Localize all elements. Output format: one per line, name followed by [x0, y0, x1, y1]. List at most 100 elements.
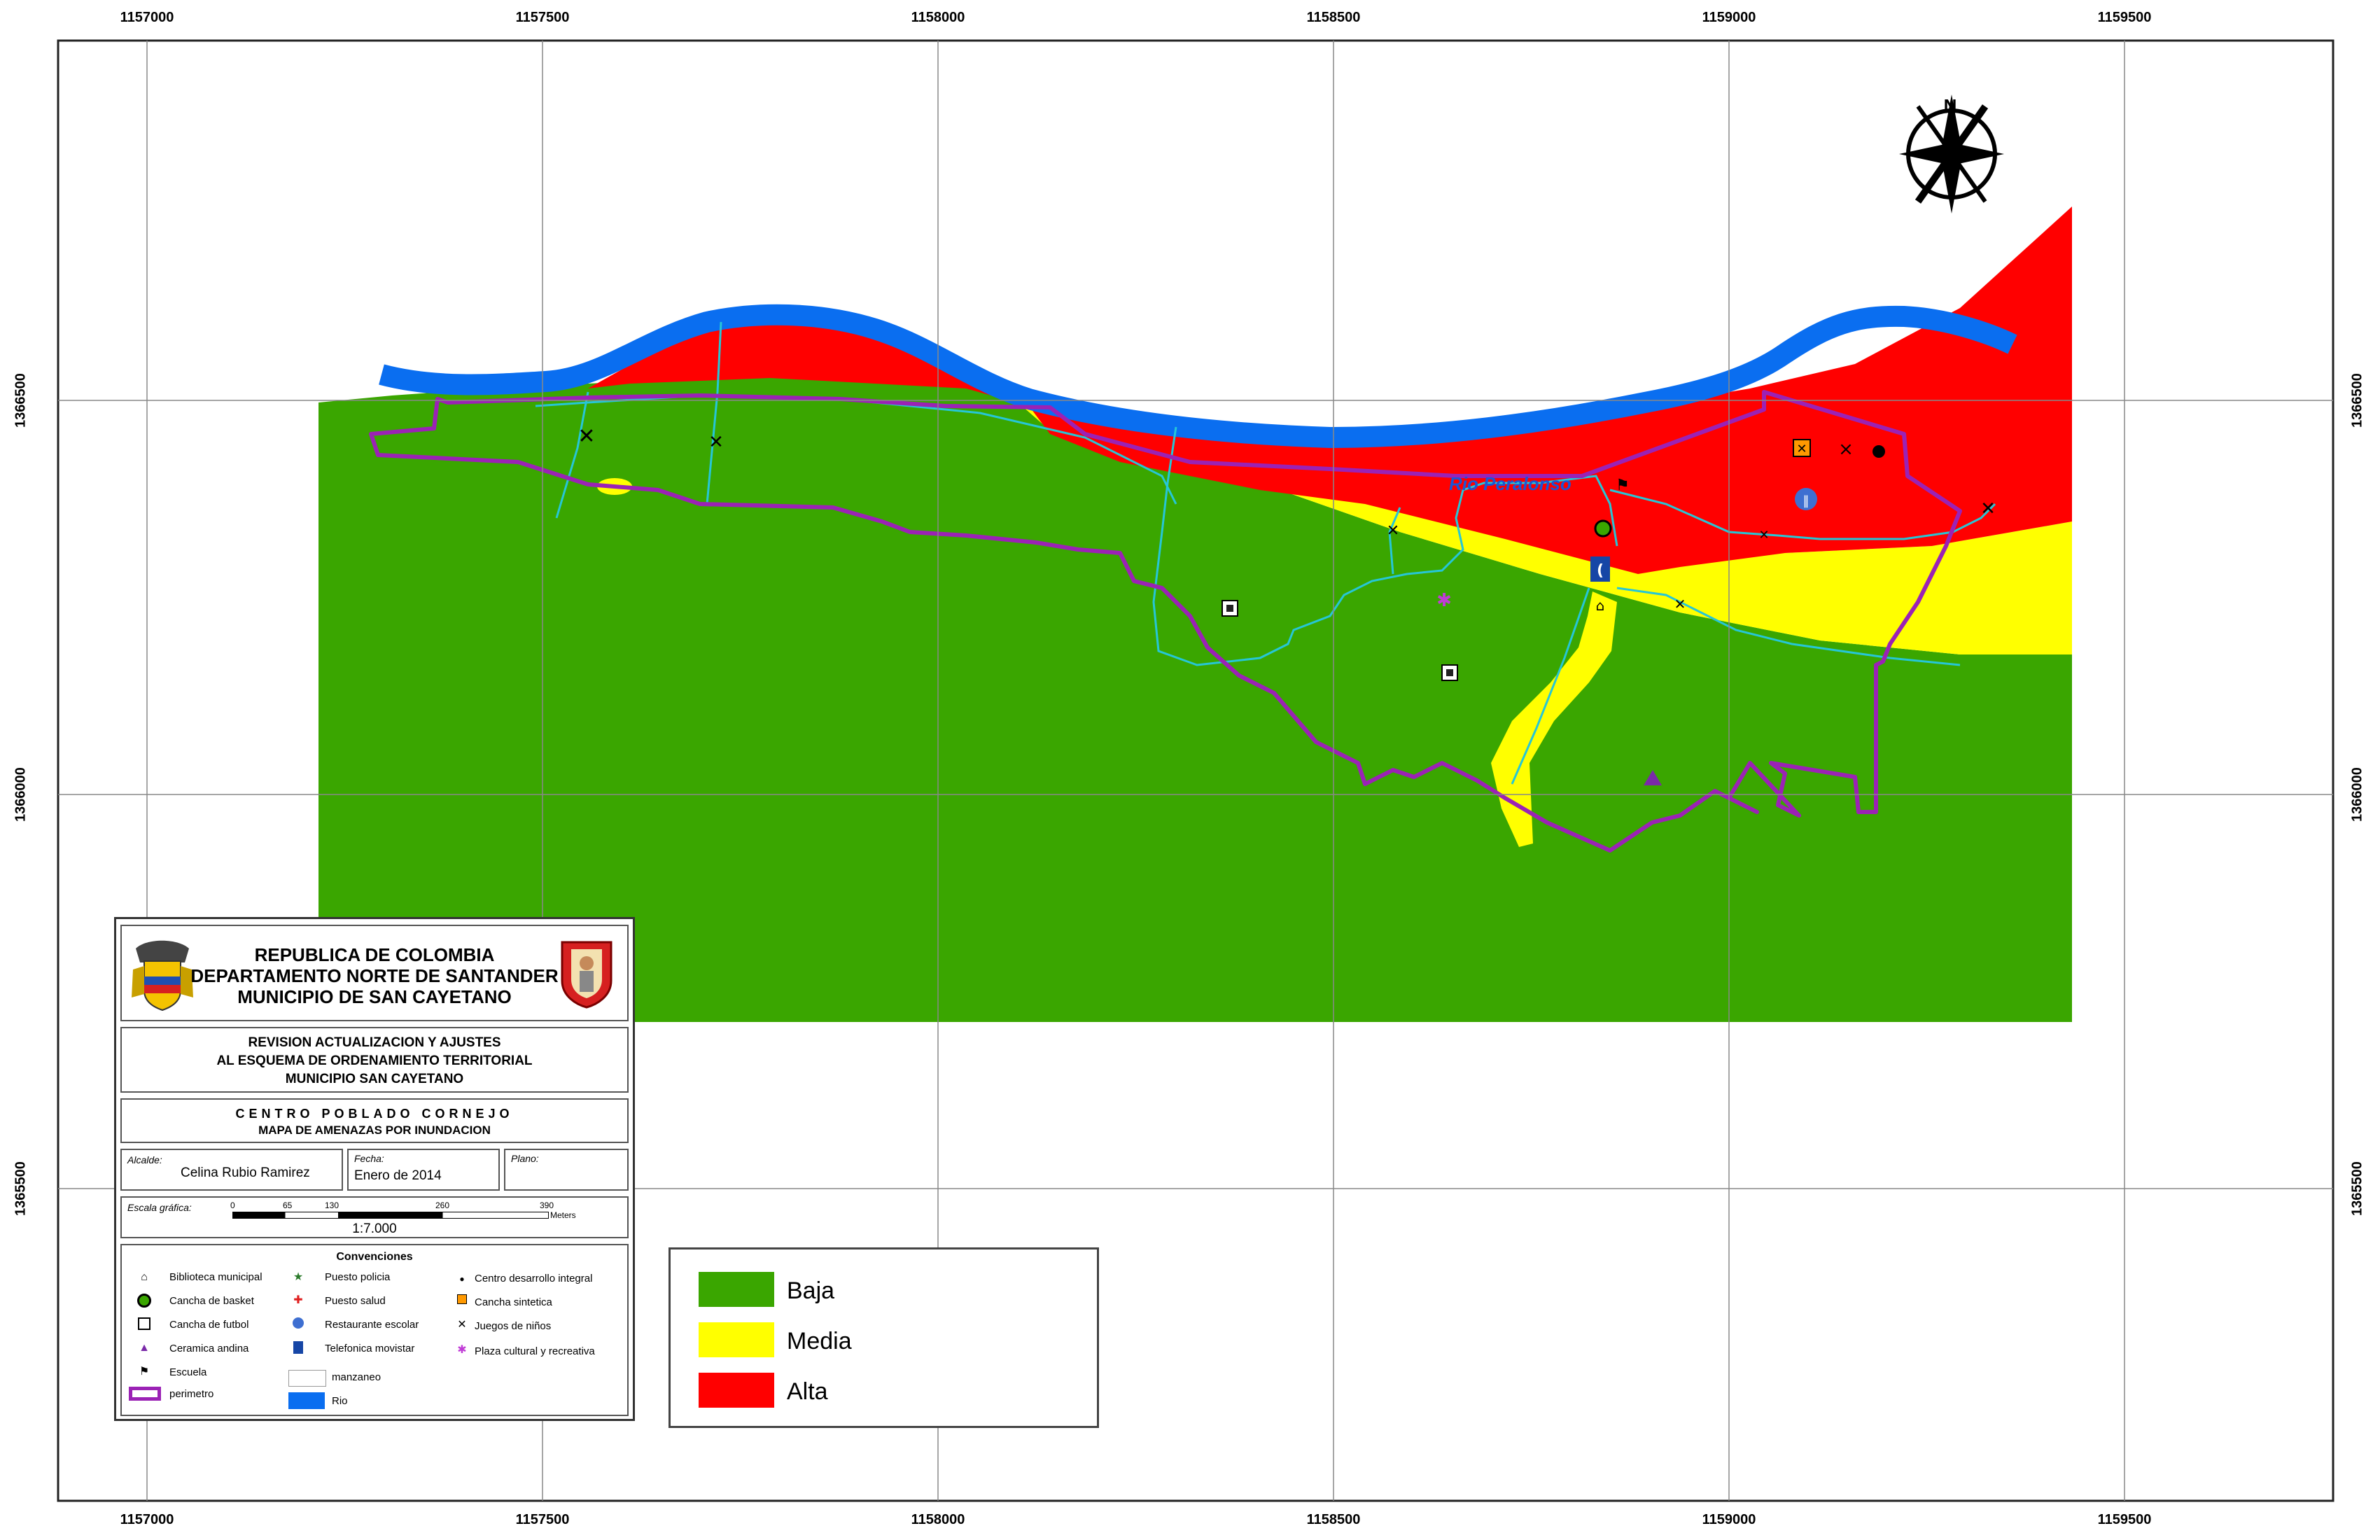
legend-ceramics: Ceramica andina	[169, 1343, 249, 1354]
alta-label: Alta	[787, 1378, 828, 1405]
school-flag-icon: ⚑	[1616, 477, 1630, 494]
scale-box: Escala gráfica: 0 65 130 260 390 Meters …	[120, 1196, 629, 1238]
perimeter	[369, 390, 1962, 853]
legend-soccer: Cancha de futbol	[169, 1319, 249, 1331]
coord-y-left-0: 1366500	[13, 373, 29, 428]
legend-playground: Juegos de niños	[475, 1320, 552, 1332]
zone-alta	[588, 206, 2072, 574]
legend-police: Puesto policia	[325, 1271, 391, 1283]
restaurant-icon	[291, 1317, 305, 1331]
map-title-box: CENTRO POBLADO CORNEJO MAPA DE AMENAZAS …	[120, 1098, 629, 1143]
phone-icon	[291, 1341, 305, 1355]
legend-health: Puesto salud	[325, 1295, 386, 1307]
coord-x-top-3: 1158500	[1306, 10, 1361, 25]
coord-y-right-2: 1365500	[2349, 1161, 2365, 1216]
coord-x-top-0: 1157000	[120, 10, 174, 25]
project-line-1: REVISION ACTUALIZACION Y AJUSTES	[248, 1035, 501, 1050]
phone-icon	[1590, 556, 1610, 582]
legend-synthetic: Cancha sintetica	[475, 1296, 552, 1308]
svg-text:‖: ‖	[1803, 493, 1809, 508]
playground-icon: ✕	[708, 432, 724, 453]
fecha-box: Fecha: Enero de 2014	[347, 1149, 500, 1191]
threat-legend-alta: Alta	[699, 1373, 1063, 1408]
playground-icon: ✕	[1980, 498, 1996, 519]
health-cross-icon: ✚	[293, 1294, 303, 1306]
media-label: Media	[787, 1328, 852, 1354]
legend-plaza: Plaza cultural y recreativa	[475, 1345, 595, 1357]
north-letter: N	[1944, 95, 1957, 116]
header-line-1: REPUBLICA DE COLOMBIA	[254, 944, 495, 965]
threat-legend-media: Media	[699, 1322, 1063, 1357]
fecha-label: Fecha:	[354, 1153, 384, 1164]
legend-block: manzaneo	[332, 1371, 382, 1383]
coord-y-left-1: 1366000	[13, 767, 29, 822]
colombia-coat-of-arms-icon	[132, 940, 193, 1011]
title-block: REPUBLICA DE COLOMBIA DEPARTAMENTO NORTE…	[114, 917, 635, 1421]
alta-swatch	[699, 1373, 774, 1408]
legend-development: Centro desarrollo integral	[475, 1273, 593, 1284]
scale-bar	[232, 1212, 549, 1219]
scale-ratio: 1:7.000	[352, 1222, 397, 1236]
baja-label: Baja	[787, 1278, 835, 1304]
scale-label: Escala gráfica:	[127, 1202, 192, 1213]
development-center-icon	[1872, 445, 1885, 458]
map-title-line-2: MAPA DE AMENAZAS POR INUNDACION	[258, 1124, 491, 1137]
fecha-value: Enero de 2014	[354, 1168, 442, 1183]
plano-label: Plano:	[511, 1153, 539, 1164]
legend-river: Rio	[332, 1395, 348, 1407]
coord-x-bottom-2: 1158000	[911, 1512, 965, 1527]
header-line-2: DEPARTAMENTO NORTE DE SANTANDER	[190, 965, 559, 986]
coord-x-bottom-4: 1159000	[1702, 1512, 1756, 1527]
scale-tick-2: 130	[325, 1200, 340, 1210]
synthetic-court-icon	[1793, 439, 1811, 457]
scale-tick-3: 260	[435, 1200, 450, 1210]
zone-media-channel	[1491, 592, 1617, 847]
river-label: Rio Peralonso	[1449, 473, 1572, 494]
svg-text:(: (	[1597, 562, 1604, 580]
norte-santander-coat-of-arms-icon	[561, 941, 612, 1009]
coord-x-bottom-3: 1158500	[1306, 1512, 1361, 1527]
library-icon: ⌂	[141, 1271, 148, 1283]
legend-library: Biblioteca municipal	[169, 1271, 262, 1283]
playground-icon: ✕	[1758, 528, 1769, 542]
coord-y-right-0: 1366500	[2349, 373, 2365, 428]
block-swatch	[288, 1370, 326, 1387]
ceramics-triangle-icon	[1644, 770, 1662, 785]
project-line-3: MUNICIPIO SAN CAYETANO	[285, 1072, 464, 1086]
project-line-2: AL ESQUEMA DE ORDENAMIENTO TERRITORIAL	[216, 1054, 533, 1068]
coord-y-left-2: 1365500	[13, 1161, 29, 1216]
ceramics-triangle-icon: ▲	[139, 1342, 150, 1354]
coord-x-top-4: 1159000	[1702, 10, 1756, 25]
basket-court-icon	[1594, 519, 1612, 538]
legend-basket: Cancha de basket	[169, 1295, 254, 1307]
playground-icon: ✕	[1674, 596, 1686, 612]
streams	[535, 321, 1996, 785]
school-flag-icon: ⚑	[139, 1366, 150, 1378]
plaza-icon: ✱	[457, 1344, 467, 1356]
alcalde-value: Celina Rubio Ramirez	[181, 1166, 310, 1180]
north-arrow-icon	[1899, 94, 2004, 214]
playground-icon: ✕	[457, 1319, 467, 1331]
development-center-icon: ●	[459, 1274, 465, 1284]
conventions-box: Convenciones ⌂ Biblioteca municipal Canc…	[120, 1244, 629, 1416]
plano-box: Plano:	[504, 1149, 629, 1191]
conventions-title: Convenciones	[336, 1251, 413, 1263]
scale-tick-0: 0	[230, 1200, 235, 1210]
police-star-icon: ★	[293, 1271, 304, 1283]
coord-x-bottom-1: 1157500	[515, 1512, 570, 1527]
plaza-icon: ✱	[1436, 590, 1452, 611]
coord-x-top-1: 1157500	[515, 10, 570, 25]
scale-tick-1: 65	[283, 1200, 293, 1210]
map-symbols: ✕ ✕ ✱ ✕ ( ⌂ ⚑ ✕ ✕ ✕ ⨯ ‖ ✕	[578, 424, 1996, 785]
alcalde-box: Alcalde: Celina Rubio Ramirez	[120, 1149, 343, 1191]
coord-x-top-5: 1159500	[2097, 10, 2152, 25]
baja-swatch	[699, 1272, 774, 1307]
coord-x-bottom-0: 1157000	[120, 1512, 174, 1527]
threat-legend-baja: Baja	[699, 1272, 1063, 1307]
soccer-field-icon	[137, 1317, 151, 1331]
scale-tick-4: 390	[540, 1200, 554, 1210]
legend-perimeter: perimetro	[169, 1388, 214, 1400]
map-title-line-1: CENTRO POBLADO CORNEJO	[235, 1107, 514, 1121]
river-swatch	[288, 1392, 325, 1409]
playground-icon: ⨯	[1838, 439, 1854, 460]
